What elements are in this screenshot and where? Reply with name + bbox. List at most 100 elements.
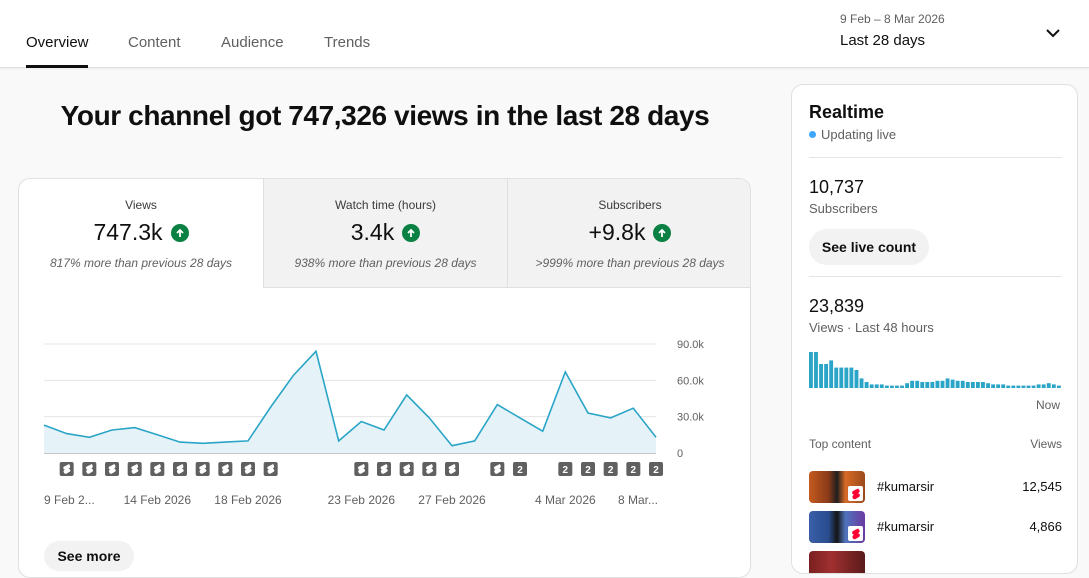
top-content-header: Top content Views [809,437,1062,451]
data-point [472,438,477,443]
shorts-upload-icon [490,462,505,476]
hourly-views-bar [935,380,940,388]
data-point [200,441,205,446]
hourly-views-bar [1001,384,1006,388]
hourly-views-bar [1036,384,1041,388]
upload-count-marker [513,462,527,476]
shorts-upload-icon [263,462,278,476]
hourly-views-bar [834,367,839,388]
hourly-views-bar [889,385,894,388]
hourly-views-bar [975,382,980,388]
hourly-views-bar [920,382,925,388]
data-point [404,392,409,397]
active-tab-indicator [26,65,88,68]
see-more-button[interactable]: See more [44,541,134,571]
hourly-views-bar [1046,383,1051,388]
views-line [43,349,657,447]
metric-value: 747.3k [93,219,163,245]
metric-comparison: 938% more than previous 28 days [294,256,477,270]
video-thumbnail [809,551,865,573]
hourly-views-bar [869,384,874,388]
hourly-views-bar [824,364,829,388]
hourly-views-bar [879,384,884,388]
shorts-upload-icon [173,462,187,476]
shorts-upload-icon [127,462,142,476]
hourly-views-bar [965,382,970,388]
y-tick-label: 90.0k [677,339,704,351]
shorts-upload-icon [354,462,369,476]
y-tick-label: 0 [677,448,683,460]
hourly-views-bar [991,384,996,388]
shorts-upload-icon [150,462,165,476]
tab-trends[interactable]: Trends [324,34,371,51]
page-headline: Your channel got 747,326 views in the la… [60,100,710,131]
date-range-label: Last 28 days [840,32,926,49]
hourly-views-bar [1021,385,1026,388]
x-tick-label: 4 Mar 2026 [535,493,596,507]
shorts-upload-icon [82,462,97,476]
metric-label: Subscribers [598,198,662,212]
metric-tab-watch-time[interactable]: Watch time (hours) 3.4k 938% more than p… [263,179,507,288]
hourly-views-bar [925,382,930,388]
hourly-views-bar [1016,385,1021,388]
y-tick-label: 60.0k [677,375,704,387]
hourly-views-bar [874,384,879,388]
hourly-views-bar [854,370,859,388]
metric-value: 3.4k [350,219,395,245]
data-point [246,438,251,443]
hourly-views-bar [950,379,955,388]
views-column-label: Views [1030,437,1062,451]
tab-content[interactable]: Content [128,34,181,51]
video-views: 4,866 [1029,519,1062,534]
x-tick-label: 8 Mar... [618,493,658,507]
upload-count-marker [581,462,595,476]
data-point [223,440,228,445]
video-title: #kumarsir [877,519,935,534]
shorts-upload-icon [241,462,255,476]
hourly-views-bar [839,367,844,388]
hourly-views-bar [955,380,960,388]
hourly-views-bar [1041,384,1046,388]
now-label: Now [1036,398,1061,412]
x-tick-label: 14 Feb 2026 [124,493,192,507]
video-thumbnail [809,511,865,543]
hourly-views-bar [1026,385,1031,388]
video-views: 12,545 [1022,479,1062,494]
y-tick-label: 30.0k [677,412,704,424]
top-content-item[interactable]: #kumarsir 4,866 [809,511,1062,543]
views-48h-count: 23,839 [809,296,865,316]
metric-tab-subscribers[interactable]: Subscribers +9.8k >999% more than previo… [507,179,750,288]
upload-count-marker [649,462,663,476]
hourly-views-bar [829,360,834,388]
realtime-panel: Realtime Updating live 10,737 Subscriber… [791,84,1078,574]
hourly-views-bar [895,385,899,388]
views-area-fill [44,351,656,453]
data-point [518,415,523,420]
views-line-chart[interactable]: 0 30.0k 60.0k 90.0k 2 2 2 2 2 2 9 Feb 2... 14 Feb 2… [19,299,751,524]
video-thumbnail [809,471,865,503]
views-48h-label: Views · Last 48 hours [809,320,934,335]
top-content-item[interactable]: #kumarsir 12,545 [809,471,1062,503]
chevron-down-icon[interactable] [1044,24,1062,42]
tab-audience[interactable]: Audience [221,34,284,51]
hourly-views-bar-chart[interactable] [809,352,1062,388]
live-status-text: Updating live [821,127,897,142]
tab-overview[interactable]: Overview [26,34,89,51]
hourly-views-bar [970,382,975,388]
see-live-count-button[interactable]: See live count [809,229,929,265]
metric-tab-views[interactable]: Views 747.3k 817% more than previous 28 … [19,179,263,288]
x-tick-label: 18 Feb 2026 [214,493,282,507]
hourly-views-bar [849,367,854,388]
data-point [110,427,115,432]
metric-comparison: 817% more than previous 28 days [49,256,233,270]
hourly-views-bar [930,382,935,388]
data-point [631,406,636,411]
shorts-upload-icon [59,462,74,476]
data-point [268,404,273,409]
date-range-selector[interactable]: 9 Feb – 8 Mar 2026 Last 28 days [840,12,945,49]
top-content-item[interactable] [809,551,1062,573]
hourly-views-bar [1011,385,1016,388]
hourly-views-bar [940,380,945,388]
hourly-views-bar [859,378,864,388]
shorts-icon [848,486,863,501]
